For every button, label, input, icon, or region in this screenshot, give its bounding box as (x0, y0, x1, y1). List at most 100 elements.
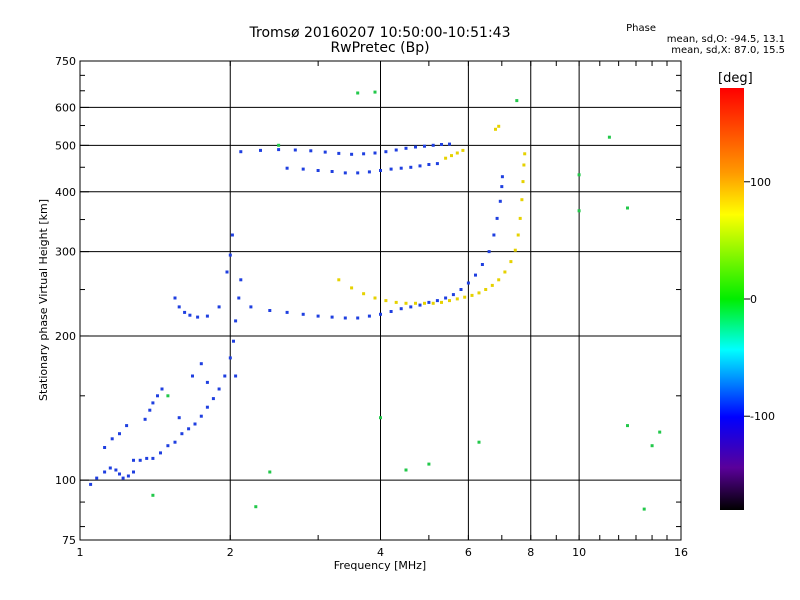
echo-point (316, 169, 320, 172)
echo-point (337, 151, 341, 155)
echo-point (389, 310, 393, 313)
echo-point (259, 148, 262, 152)
echo-point (237, 296, 241, 300)
echo-point (577, 173, 581, 177)
x-tick-label: 6 (465, 546, 472, 559)
echo-point (156, 394, 159, 398)
echo-point (367, 314, 371, 318)
echo-point (228, 253, 232, 257)
echo-point (650, 444, 654, 448)
echo-point (448, 299, 451, 303)
echo-point (414, 145, 417, 149)
echo-point (379, 416, 382, 420)
echo-point (494, 127, 497, 131)
echo-point (126, 474, 130, 478)
echo-point (461, 148, 465, 152)
echo-point (230, 233, 234, 237)
echo-point (431, 301, 435, 305)
echo-point (440, 300, 443, 304)
y-tick-label: 300 (55, 246, 76, 259)
echo-point (459, 288, 463, 291)
echo-point (232, 339, 235, 343)
echo-point (143, 417, 147, 421)
echo-point (103, 470, 107, 474)
echo-point (125, 424, 129, 428)
echo-point (323, 150, 327, 154)
tick-labels: 1 2 4 6 8 10 16 75 100 200 300 400 500 600 750 (55, 55, 688, 559)
colorbar-tick-label: 100 (750, 176, 771, 189)
y-tick-label: 600 (55, 101, 76, 114)
echo-point (356, 171, 360, 175)
echo-point (350, 152, 354, 156)
echo-point (183, 310, 187, 314)
echo-point (301, 167, 305, 171)
echo-point (330, 315, 334, 319)
grid-lines (80, 61, 681, 540)
echo-point (497, 278, 501, 282)
echo-point (394, 148, 398, 152)
colorbar-tick-label: -100 (750, 410, 775, 423)
echo-point (108, 466, 112, 470)
echo-point (114, 468, 118, 472)
echo-point (343, 171, 347, 175)
echo-point (521, 180, 525, 184)
echo-point (180, 432, 184, 436)
y-tick-label: 75 (62, 534, 76, 547)
y-tick-label: 100 (55, 474, 76, 487)
echo-point (518, 216, 522, 220)
echo-point (399, 166, 403, 170)
echo-point (480, 263, 484, 266)
echo-point (177, 416, 181, 420)
x-tick-label: 10 (572, 546, 586, 559)
echo-point (516, 233, 520, 237)
echo-point (448, 142, 451, 146)
echo-point (626, 424, 629, 428)
echo-point (132, 458, 135, 462)
echo-point (500, 185, 504, 189)
echo-point (515, 99, 519, 103)
echo-point (444, 296, 448, 300)
echo-point (337, 278, 341, 282)
echo-point (367, 170, 371, 174)
echo-point (356, 316, 360, 320)
colorbar (720, 88, 744, 510)
echo-point (350, 286, 354, 290)
phase-stats-heading: Phase (626, 23, 656, 34)
colorbar-unit-label: [deg] (718, 71, 753, 86)
phase-stats-extraordinary: mean, sd,X: 87.0, 15.5 (671, 45, 785, 56)
echo-point (223, 374, 227, 378)
echo-point (196, 315, 200, 319)
echo-point (577, 209, 581, 213)
echo-point (487, 250, 491, 254)
y-tick-label: 400 (55, 186, 76, 199)
echo-point (343, 316, 347, 320)
y-tick-label: 200 (55, 330, 76, 343)
x-tick-label: 8 (527, 546, 534, 559)
echo-point (138, 458, 142, 462)
echo-point (191, 374, 194, 378)
echo-point (151, 401, 155, 405)
echo-point (394, 300, 398, 304)
echo-point (607, 135, 611, 139)
echo-point (520, 198, 524, 202)
echo-point (444, 156, 448, 160)
x-axis-label: Frequency [MHz] (334, 559, 426, 572)
echo-point (118, 472, 121, 476)
echo-point (187, 427, 191, 431)
echo-point (409, 165, 413, 169)
echo-point (495, 216, 499, 220)
echo-point (217, 387, 221, 391)
echo-point (427, 300, 431, 304)
echo-point (470, 293, 474, 297)
echo-point (427, 163, 431, 166)
echo-point (466, 281, 470, 285)
echo-point (268, 470, 272, 474)
echo-point (642, 507, 646, 511)
echo-point (658, 430, 662, 434)
echo-point (277, 143, 281, 147)
echo-point (205, 380, 209, 384)
echo-point (234, 374, 238, 378)
echo-point (132, 470, 135, 474)
echo-point (148, 408, 152, 412)
